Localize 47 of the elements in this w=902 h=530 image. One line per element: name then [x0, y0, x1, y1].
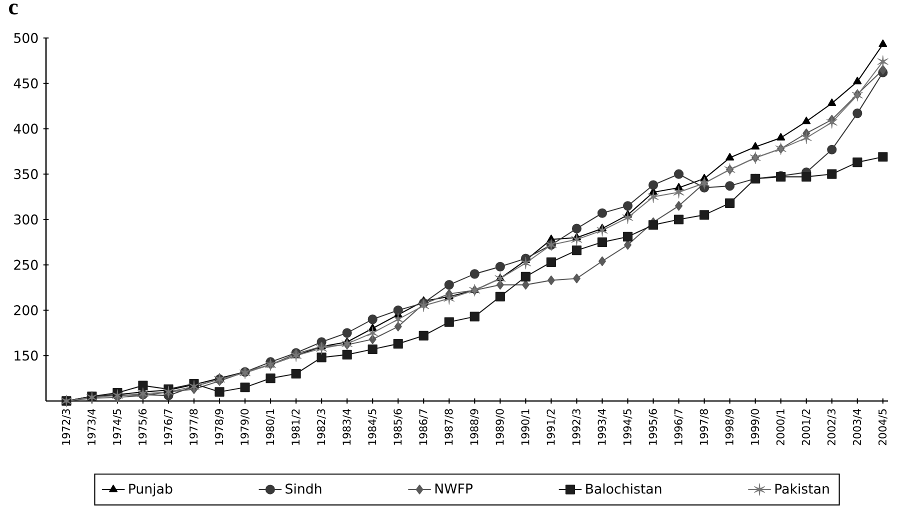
y-tick-label: 200	[14, 305, 38, 316]
x-tick-label: 1986/7	[419, 409, 428, 445]
x-tick-label: 1978/9	[215, 409, 224, 445]
x-tick-label: 1982/3	[317, 409, 326, 445]
legend-label: NWFP	[435, 484, 473, 494]
x-tick-label: 1985/6	[394, 409, 403, 445]
y-tick-label: 500	[14, 32, 38, 44]
y-tick-label: 300	[14, 214, 38, 225]
x-tick-label: 1976/7	[164, 409, 173, 445]
x-tick-label: 1979/0	[240, 409, 250, 445]
x-tick-label: 1997/8	[700, 409, 709, 445]
legend-label: Balochistan	[586, 483, 662, 494]
x-tick-label: 1972/3	[62, 409, 71, 445]
x-tick-label: 2001/2	[802, 409, 811, 446]
y-tick-label: 450	[14, 78, 38, 88]
legend-label: Punjab	[129, 483, 172, 496]
x-tick-label: 2002/3	[827, 409, 836, 446]
x-tick-label: 1974/5	[112, 409, 122, 445]
x-tick-label: 1990/1	[521, 409, 530, 445]
y-tick-label: 350	[14, 169, 38, 180]
x-tick-label: 1995/6	[648, 409, 658, 445]
x-tick-label: 1977/8	[190, 409, 198, 445]
x-tick-label: 1999/0	[750, 409, 760, 445]
x-tick-label: 1984/5	[368, 409, 378, 445]
x-tick-label: 1980/1	[266, 409, 275, 445]
x-tick-label: 1983/4	[342, 408, 352, 445]
x-tick-label: 1992/3	[572, 409, 582, 445]
legend-label: Sindh	[286, 483, 322, 494]
legend-label: Pakistan	[775, 483, 829, 494]
x-tick-label: 1994/5	[623, 409, 632, 445]
y-tick-label: 400	[14, 124, 38, 134]
y-tick-label: 250	[14, 260, 38, 270]
x-tick-label: 1988/9	[470, 409, 480, 445]
x-tick-label: 1989/0	[496, 409, 505, 445]
x-tick-label: 1973/4	[87, 408, 96, 445]
x-tick-label: 2003/4	[852, 408, 862, 446]
x-tick-label: 2000/1	[776, 409, 786, 446]
x-tick-label: 1991/2	[546, 409, 556, 445]
x-tick-label: 1996/7	[674, 409, 684, 445]
x-tick-label: 1975/6	[138, 409, 148, 445]
x-tick-label: 1993/4	[598, 408, 607, 445]
chart-title: c	[9, 4, 18, 14]
y-tick-label: 150	[14, 350, 38, 361]
x-tick-label: 2004/5	[878, 409, 888, 446]
x-tick-label: 1987/8	[444, 409, 454, 445]
x-tick-label: 1981/2	[292, 409, 300, 445]
x-tick-label: 1998/9	[725, 409, 734, 445]
